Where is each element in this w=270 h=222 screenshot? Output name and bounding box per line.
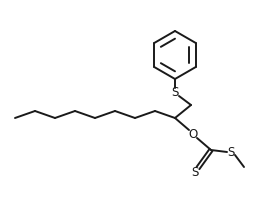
Text: S: S — [227, 145, 235, 159]
Text: S: S — [191, 166, 199, 180]
Text: S: S — [171, 85, 179, 99]
Text: O: O — [188, 127, 198, 141]
